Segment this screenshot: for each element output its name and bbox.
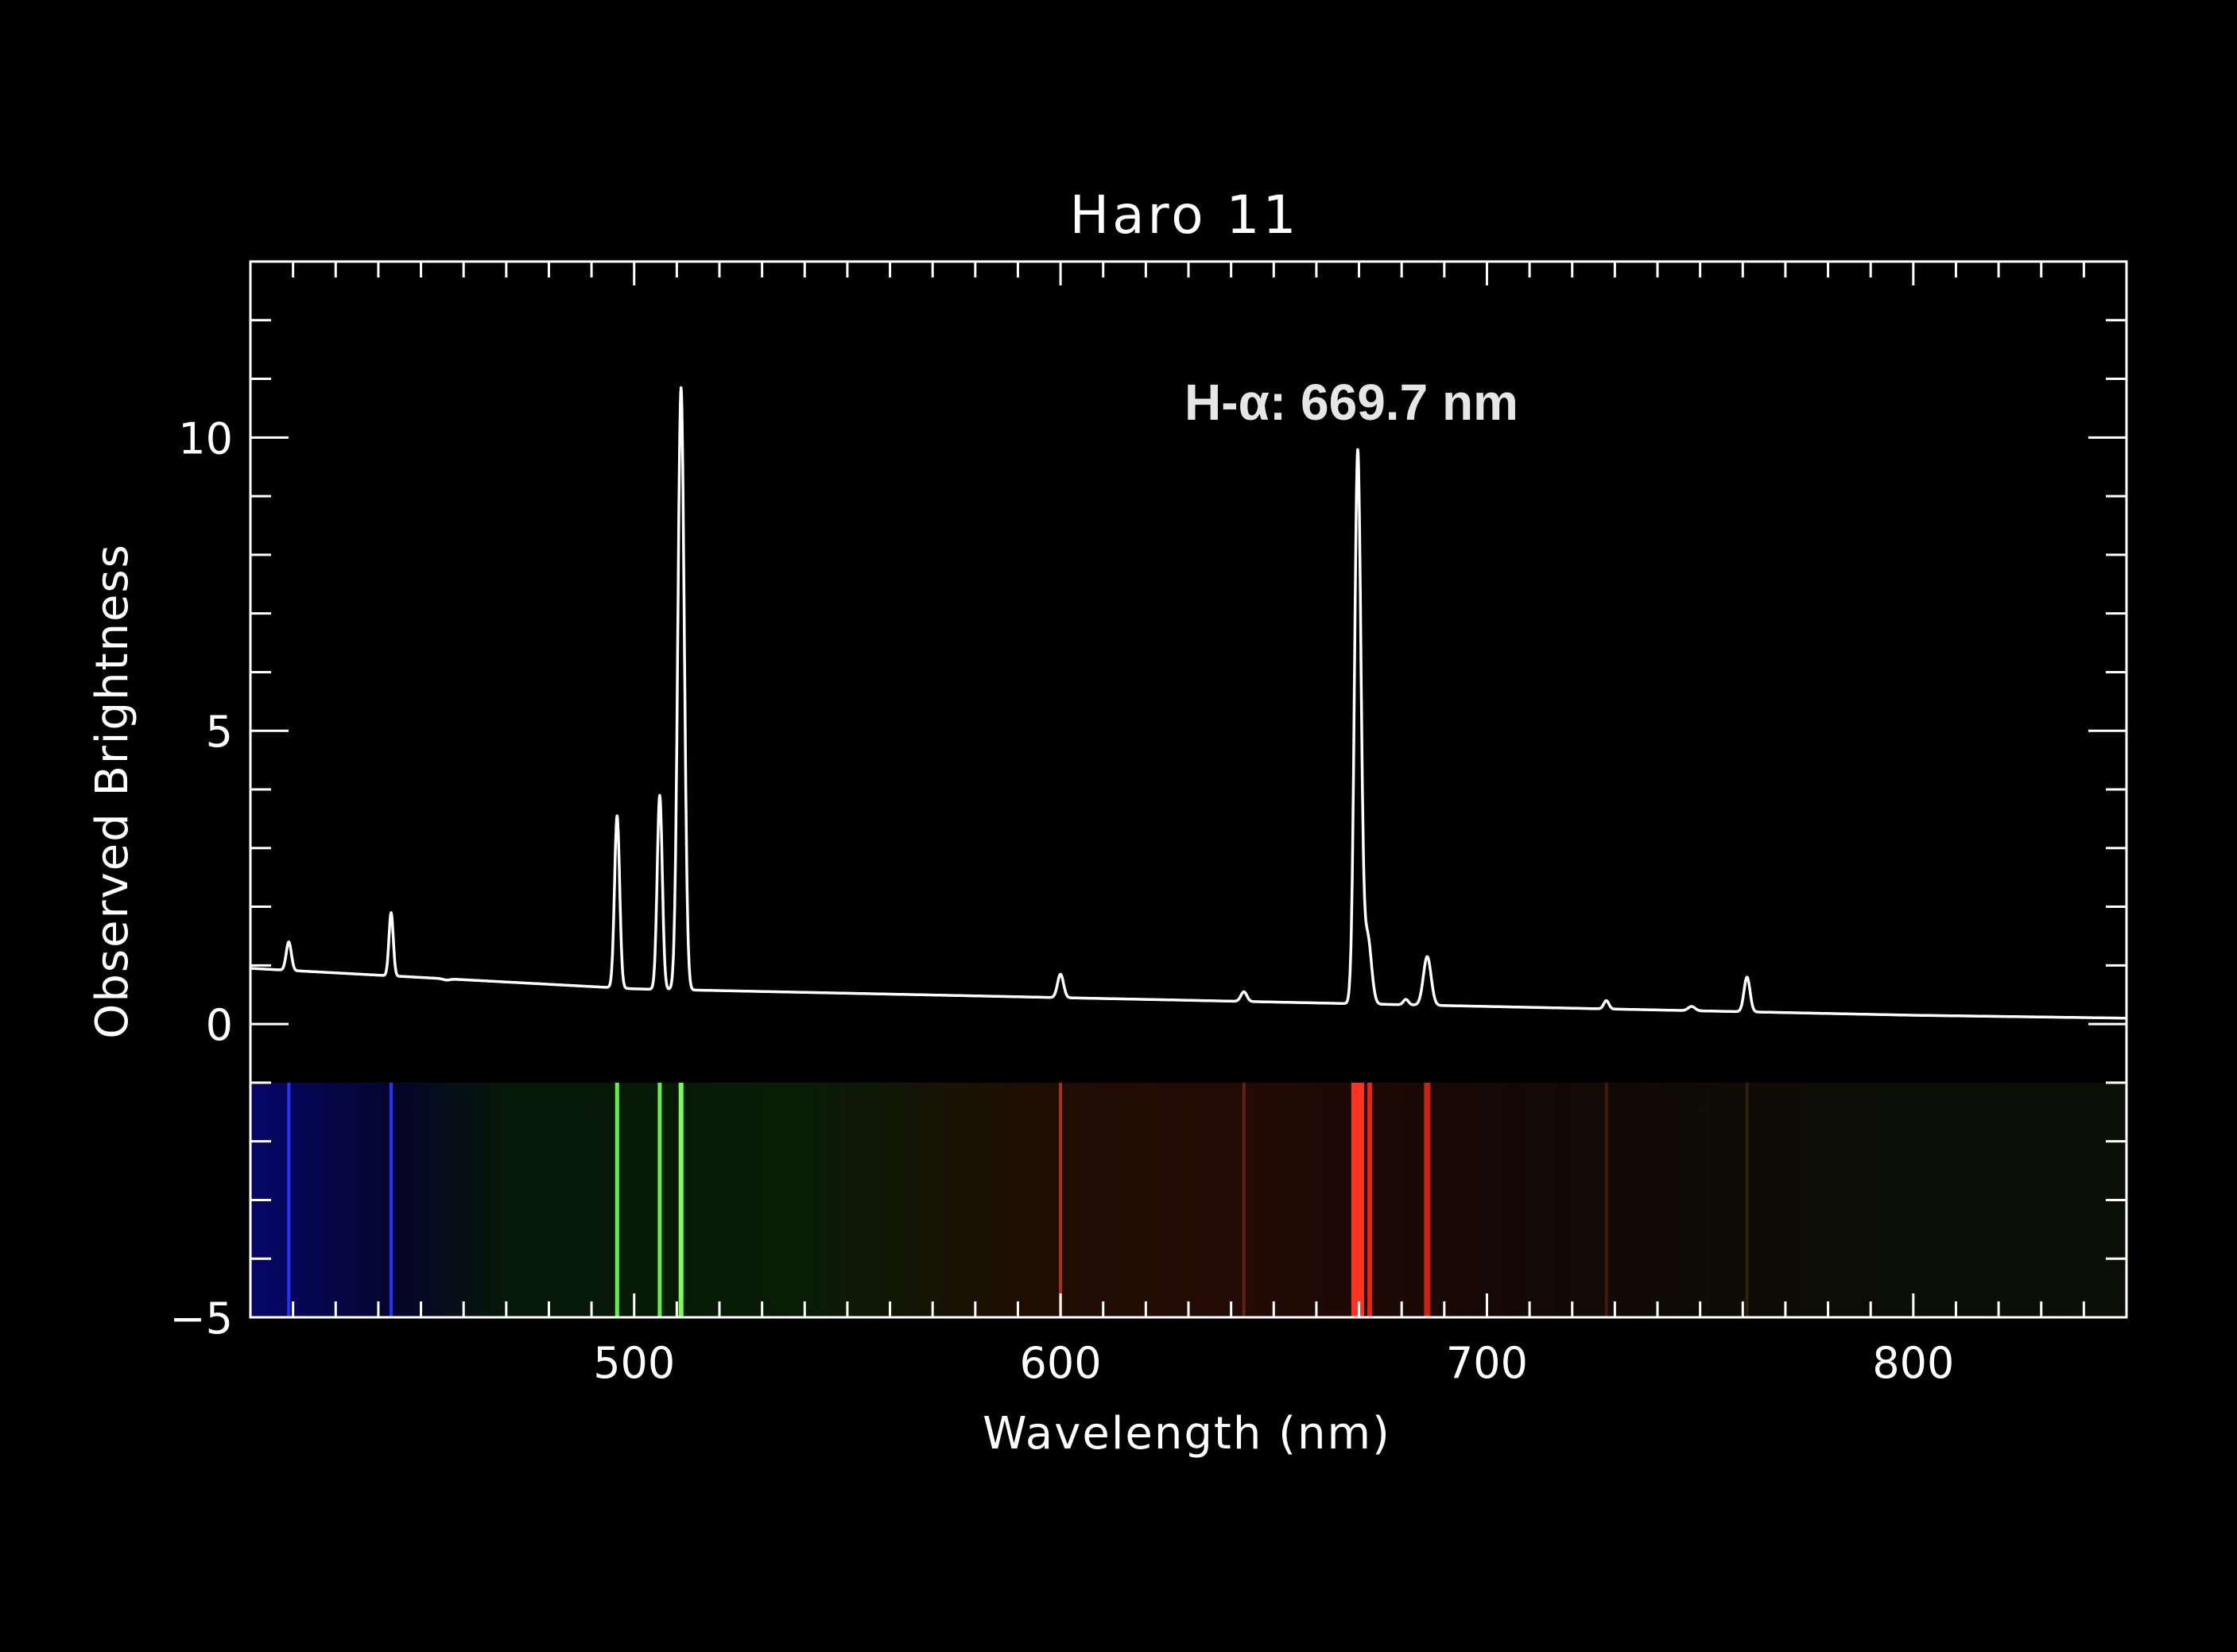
spectrum-band-line	[1424, 1082, 1431, 1317]
h-alpha-annotation: H-α: 669.7 nm	[1184, 374, 1518, 431]
y-tick-label: 5	[206, 707, 233, 757]
y-tick-label: 10	[178, 413, 233, 463]
spectrum-band-line	[1367, 1082, 1372, 1317]
spectrum-band-line	[390, 1082, 393, 1317]
spectrum-band-line	[678, 1082, 684, 1317]
spectrum-band	[250, 1082, 2127, 1317]
tick-labels: 500 600 700 800 −5 0 5 10	[169, 413, 1954, 1388]
x-tick-label: 700	[1446, 1338, 1528, 1388]
spectrum-band-line	[1242, 1082, 1246, 1317]
x-axis-title: Wavelength (nm)	[983, 1408, 1391, 1460]
y-axis-title: Observed Brightness	[87, 543, 138, 1039]
x-tick-label: 800	[1872, 1338, 1954, 1388]
x-tick-label: 600	[1020, 1338, 1102, 1388]
chart-title: Haro 11	[1069, 184, 1299, 246]
y-tick-label: 0	[206, 1000, 233, 1050]
spectrum-band-line	[1351, 1082, 1364, 1317]
spectrum-line	[250, 386, 2127, 1020]
spectrum-band-line	[1059, 1082, 1063, 1317]
spectrum-band-line	[287, 1082, 291, 1317]
spectrum-band-line	[657, 1082, 662, 1317]
y-tick-label: −5	[169, 1293, 233, 1344]
spectrum-line-group	[250, 386, 2127, 1020]
spectrum-band-line	[614, 1082, 619, 1317]
plot-frame	[249, 260, 2128, 1319]
x-tick-label: 500	[593, 1338, 675, 1388]
spectrum-band-line	[1745, 1082, 1749, 1317]
spectrum-band-line	[1604, 1082, 1608, 1317]
spectrum-band-background	[250, 1082, 2127, 1317]
